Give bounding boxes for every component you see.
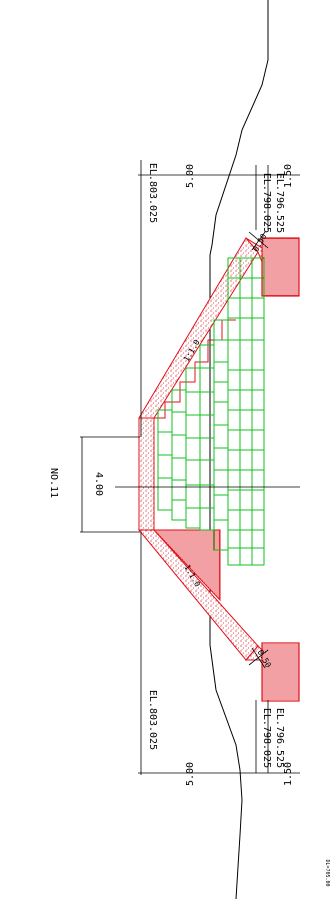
el-base-right: EL.796.525 — [274, 173, 285, 233]
el-mid-left: EL.798.025 — [261, 708, 272, 768]
el-top-right: EL.803.025 — [147, 163, 158, 223]
upper-dimension-lines — [138, 160, 300, 437]
height-upper-right: 5.00 — [185, 164, 196, 188]
berm-marker-right — [248, 231, 269, 251]
toe-block-right — [261, 237, 300, 297]
el-mid-right: EL.798.025 — [261, 173, 272, 233]
height-lower-left: 1.50 — [283, 762, 294, 786]
berm-marker-left — [248, 647, 269, 669]
top-width-label: 4.00 — [93, 472, 104, 496]
section-number: NO.11 — [48, 468, 59, 498]
el-base-left: EL.796.525 — [274, 708, 285, 768]
height-upper-left: 5.00 — [185, 762, 196, 786]
height-lower-right: 1.50 — [283, 164, 294, 188]
datum-label: DL=705.00 — [324, 859, 330, 886]
toe-block-left — [261, 642, 300, 702]
ground-line — [209, 0, 269, 899]
el-top-left: EL.803.025 — [147, 690, 158, 750]
top-width-dimension — [80, 436, 140, 533]
lower-dimension-lines — [138, 532, 300, 775]
dike-body — [137, 237, 259, 661]
block-grid — [157, 257, 265, 566]
